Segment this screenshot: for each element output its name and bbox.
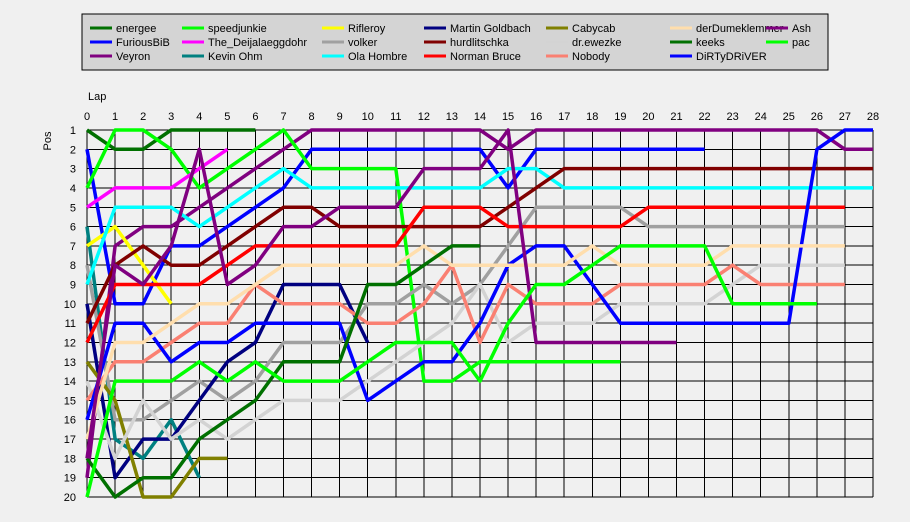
legend-label: pac <box>792 37 810 49</box>
y-tick-label: 17 <box>64 434 76 446</box>
y-tick-label: 1 <box>70 125 76 137</box>
series-line-veyron <box>85 128 873 478</box>
x-tick-label: 22 <box>698 111 710 123</box>
legend-label: Rifleroy <box>348 23 386 35</box>
x-tick-label: 7 <box>280 111 286 123</box>
legend-label: DiRTyDRiVER <box>696 51 767 63</box>
y-tick-label: 13 <box>64 357 76 369</box>
series-line-pac <box>85 244 817 498</box>
series-line-derdumeklemmer <box>85 244 845 440</box>
y-tick-label: 8 <box>70 260 76 272</box>
x-tick-label: 10 <box>362 111 374 123</box>
y-tick-label: 4 <box>70 183 76 195</box>
x-axis-title: Lap <box>88 91 106 103</box>
x-tick-label: 4 <box>196 111 202 123</box>
y-tick-label: 5 <box>70 202 76 214</box>
x-tick-label: 14 <box>474 111 486 123</box>
y-tick-label: 14 <box>64 376 76 388</box>
y-axis-title: Pos <box>42 131 54 150</box>
series-line-ash <box>85 128 677 459</box>
x-tick-label: 0 <box>84 111 90 123</box>
legend-label: keeks <box>696 37 725 49</box>
y-tick-label: 11 <box>65 318 76 330</box>
y-tick-label: 20 <box>64 492 76 504</box>
legend-label: Cabycab <box>572 23 615 35</box>
legend-label: Norman Bruce <box>450 51 521 63</box>
legend-label: Veyron <box>116 51 150 63</box>
x-tick-label: 25 <box>783 111 795 123</box>
x-tick-label: 24 <box>755 111 767 123</box>
legend-label: Ola Hombre <box>348 51 407 63</box>
series-line-hurdlitschka <box>85 166 873 324</box>
x-tick-label: 28 <box>867 111 879 123</box>
legend-box <box>81 13 829 71</box>
x-tick-label: 27 <box>839 111 851 123</box>
x-tick-label: 19 <box>614 111 626 123</box>
y-tick-label: 9 <box>70 280 76 292</box>
y-tick-label: 16 <box>64 415 76 427</box>
series-lines <box>85 128 873 499</box>
x-tick-label: 8 <box>309 111 315 123</box>
legend-label: The_Deijalaeggdohr <box>208 37 307 49</box>
legend-label: speedjunkie <box>208 23 267 35</box>
y-tick-label: 15 <box>64 395 76 407</box>
x-tick-label: 26 <box>811 111 823 123</box>
legend-label: FuriousBiB <box>116 37 170 49</box>
y-tick-label: 10 <box>64 299 76 311</box>
series-line-norman-bruce <box>85 205 845 344</box>
series-line-energee <box>86 128 256 152</box>
series-line-martin-goldbach <box>85 282 370 480</box>
legend-label: Martin Goldbach <box>450 23 531 35</box>
y-tick-label: 3 <box>70 164 76 176</box>
series-line-speedjunkie <box>85 128 621 383</box>
legend-label: volker <box>348 37 378 49</box>
series-line-keeks <box>85 244 480 499</box>
y-tick-label: 12 <box>64 337 76 349</box>
grid <box>86 129 874 498</box>
legend-label: dr.ewezke <box>572 37 622 49</box>
series-line-dirtydriver <box>85 128 873 421</box>
legend-label: energee <box>116 23 156 35</box>
x-tick-label: 9 <box>337 111 343 123</box>
x-tick-label: 18 <box>586 111 598 123</box>
legend-label: Nobody <box>572 51 610 63</box>
x-tick-label: 23 <box>727 111 739 123</box>
y-tick-label: 18 <box>64 453 76 465</box>
y-tick-label: 19 <box>64 473 76 485</box>
x-tick-label: 1 <box>112 111 118 123</box>
y-tick-label: 7 <box>70 241 76 253</box>
x-tick-label: 21 <box>670 111 682 123</box>
series-line-volker <box>85 205 845 422</box>
x-tick-label: 6 <box>252 111 258 123</box>
x-tick-label: 15 <box>502 111 514 123</box>
x-tick-label: 13 <box>446 111 458 123</box>
x-tick-label: 2 <box>140 111 146 123</box>
x-tick-label: 11 <box>390 111 401 123</box>
x-tick-labels: 0 1 2 3 4 5 6 7 8 9 10 11 12 13 14 15 16 17 18 19 20 21 22 23 24… <box>84 111 879 123</box>
legend-label: Ash <box>792 23 811 35</box>
legend-label: hurdlitschka <box>450 37 510 49</box>
series-line-ola-hombre <box>85 166 873 286</box>
x-tick-label: 12 <box>418 111 430 123</box>
x-tick-label: 5 <box>224 111 230 123</box>
legend-label: Kevin Ohm <box>208 51 262 63</box>
x-tick-label: 17 <box>558 111 570 123</box>
x-tick-label: 16 <box>530 111 542 123</box>
x-tick-label: 3 <box>168 111 174 123</box>
y-tick-label: 2 <box>70 144 76 156</box>
legend: energee FuriousBiB Veyron speedjunkie The_De… <box>81 13 829 71</box>
series-line-furiousbib <box>85 147 705 306</box>
x-tick-label: 20 <box>642 111 654 123</box>
legend-label: derDumeklemmer <box>696 23 784 35</box>
y-tick-label: 6 <box>70 222 76 234</box>
